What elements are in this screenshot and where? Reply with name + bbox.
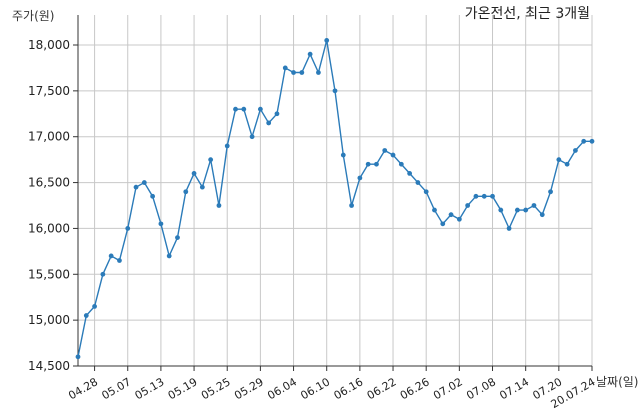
data-point bbox=[208, 157, 214, 163]
data-point bbox=[340, 152, 346, 158]
data-point bbox=[299, 70, 305, 75]
data-point bbox=[581, 138, 587, 144]
x-tick-label: 05.13 bbox=[133, 375, 167, 402]
data-point bbox=[332, 88, 338, 94]
data-point bbox=[282, 65, 288, 71]
data-point bbox=[274, 111, 280, 117]
data-point bbox=[415, 180, 421, 185]
x-tick-label: 05.25 bbox=[199, 375, 233, 402]
data-point bbox=[183, 189, 189, 195]
x-tick-label: 06.10 bbox=[298, 375, 332, 402]
axis-layer bbox=[73, 15, 593, 371]
x-tick-label: 07.14 bbox=[497, 375, 531, 402]
x-tick-label: 05.19 bbox=[166, 375, 200, 402]
data-point bbox=[490, 193, 495, 199]
data-point bbox=[307, 51, 313, 57]
data-point bbox=[75, 354, 81, 360]
y-tick-label: 16,500 bbox=[28, 176, 70, 190]
data-point bbox=[407, 171, 413, 176]
data-point bbox=[589, 138, 595, 144]
data-point bbox=[100, 271, 106, 277]
x-tick-label: 04.28 bbox=[66, 375, 100, 402]
data-point bbox=[564, 161, 570, 167]
data-point bbox=[514, 207, 520, 213]
x-tick-label: 07.02 bbox=[431, 375, 465, 402]
data-point bbox=[382, 148, 388, 153]
series-layer bbox=[75, 38, 595, 360]
data-point bbox=[498, 207, 504, 213]
data-point bbox=[224, 143, 230, 149]
y-tick-label: 15,500 bbox=[28, 267, 70, 281]
data-point bbox=[133, 184, 139, 190]
data-point bbox=[548, 189, 553, 195]
data-point bbox=[357, 175, 363, 181]
chart-title: 가온전선, 최근 3개월 bbox=[465, 6, 590, 22]
label-layer: 14,500 15,000 15,500 16,000 16,500 17,000 17,5… bbox=[28, 38, 598, 411]
data-point bbox=[150, 193, 156, 199]
data-point bbox=[92, 303, 97, 309]
data-point bbox=[324, 38, 330, 43]
data-point bbox=[523, 207, 529, 213]
data-point bbox=[158, 221, 164, 227]
data-point bbox=[573, 148, 578, 153]
data-point bbox=[465, 203, 471, 208]
data-point bbox=[117, 258, 122, 263]
x-tick-label: 07.08 bbox=[464, 375, 498, 402]
data-point bbox=[108, 253, 114, 259]
data-point bbox=[199, 184, 205, 190]
x-tick-label: 05.07 bbox=[99, 375, 133, 402]
data-point bbox=[456, 216, 462, 222]
data-point bbox=[349, 203, 354, 208]
data-point bbox=[390, 152, 396, 158]
data-point bbox=[556, 157, 562, 163]
data-point bbox=[166, 253, 172, 259]
data-point bbox=[141, 180, 147, 185]
data-point bbox=[531, 203, 537, 208]
data-point bbox=[125, 226, 131, 231]
y-tick-label: 17,500 bbox=[28, 84, 70, 98]
data-point bbox=[539, 212, 545, 218]
data-point bbox=[291, 70, 296, 75]
y-tick-label: 14,500 bbox=[28, 359, 70, 373]
data-point bbox=[241, 106, 247, 112]
data-point bbox=[423, 189, 429, 195]
x-axis-label: 날짜(일) bbox=[596, 375, 638, 389]
data-point bbox=[374, 161, 379, 167]
y-axis-label: 주가(원) bbox=[12, 9, 54, 23]
x-tick-label: 06.26 bbox=[398, 375, 432, 402]
price-line bbox=[77, 40, 592, 357]
y-tick-label: 15,000 bbox=[28, 313, 70, 327]
data-point bbox=[432, 207, 437, 213]
y-tick-label: 18,000 bbox=[28, 38, 70, 52]
grid-layer bbox=[78, 15, 593, 367]
y-tick-label: 16,000 bbox=[28, 221, 70, 235]
x-tick-label: 06.16 bbox=[332, 375, 366, 402]
y-tick-label: 17,000 bbox=[28, 130, 70, 144]
x-tick-label: 06.22 bbox=[365, 375, 399, 402]
data-point bbox=[506, 226, 512, 231]
data-point bbox=[473, 193, 479, 199]
data-point bbox=[398, 161, 404, 167]
data-point bbox=[216, 203, 222, 208]
data-point bbox=[440, 221, 446, 227]
data-point bbox=[233, 106, 238, 112]
data-point bbox=[191, 171, 197, 176]
data-point bbox=[266, 120, 272, 126]
data-point bbox=[175, 235, 180, 241]
data-point bbox=[257, 106, 263, 112]
data-point bbox=[365, 161, 371, 167]
data-point bbox=[249, 134, 255, 140]
data-point bbox=[316, 70, 321, 75]
data-point bbox=[481, 193, 487, 199]
data-point bbox=[83, 313, 89, 318]
data-point bbox=[448, 212, 454, 218]
x-tick-label: 06.04 bbox=[265, 375, 299, 402]
x-tick-label: 05.29 bbox=[232, 375, 266, 402]
